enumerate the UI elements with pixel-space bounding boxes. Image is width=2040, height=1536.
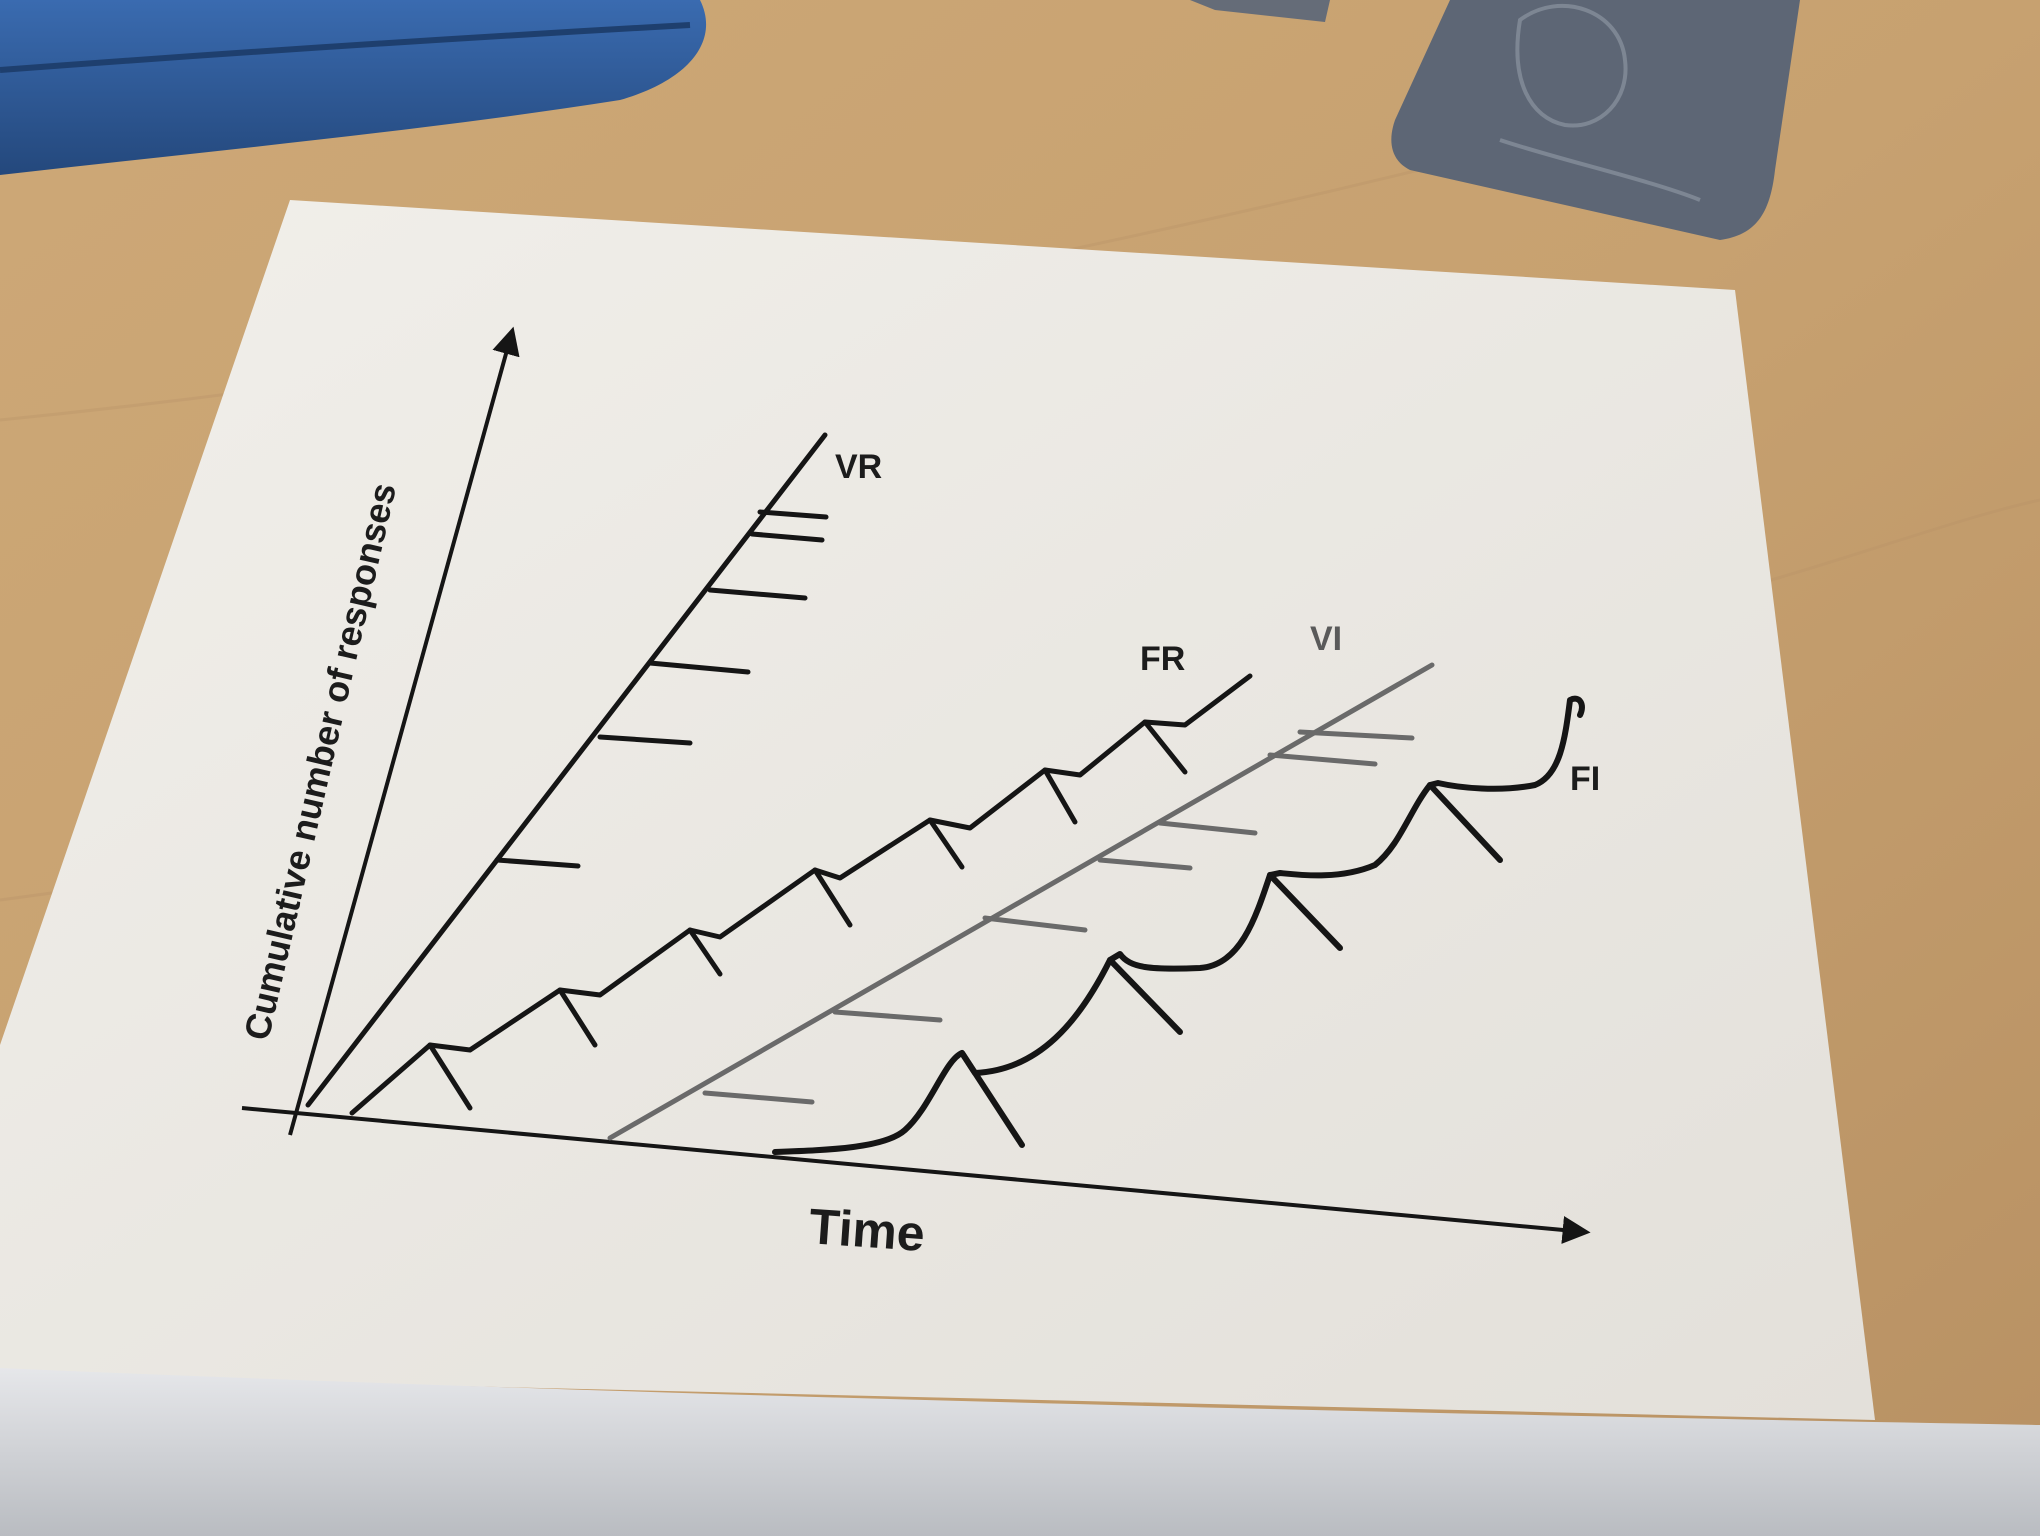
cloth-seam [0, 22, 691, 73]
fi-curve [772, 695, 1585, 1155]
y-axis [288, 326, 520, 1136]
grey-tile-small [1190, 0, 1330, 22]
portrait-relief [1499, 3, 1701, 202]
vr-label: VR [835, 448, 882, 486]
x-axis [241, 1106, 1591, 1244]
fr-curve [349, 673, 1253, 1116]
vi-label: VI [1310, 620, 1342, 658]
blue-cloth [0, 0, 707, 175]
x-axis-label: Time [807, 1198, 926, 1262]
vr-curve [305, 432, 829, 1108]
fr-label: FR [1140, 640, 1185, 678]
tactile-card [0, 200, 1875, 1420]
fi-label: FI [1570, 760, 1600, 798]
vi-curve [607, 662, 1435, 1141]
laptop-edge [0, 1368, 2040, 1536]
